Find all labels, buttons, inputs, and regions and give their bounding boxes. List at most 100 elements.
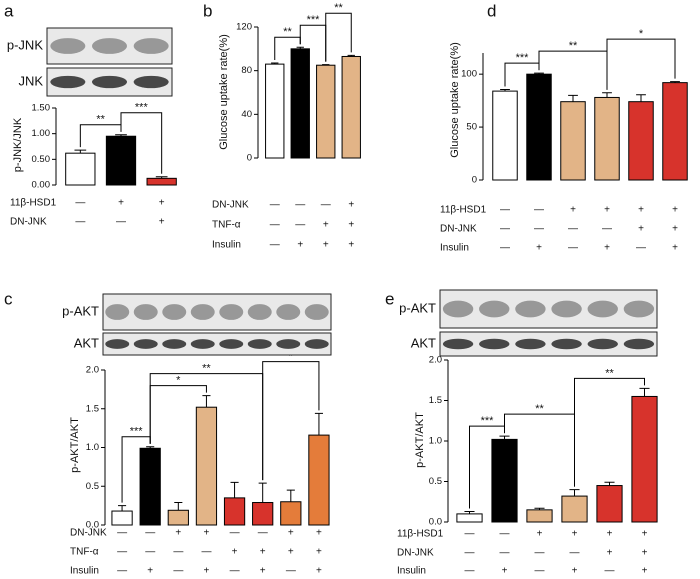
blot-band <box>105 339 130 349</box>
blot-band <box>442 338 474 350</box>
condition-mark: — <box>500 224 510 235</box>
condition-mark: + <box>607 548 613 559</box>
significance-label: ** <box>569 40 578 52</box>
blot-band <box>133 38 169 54</box>
significance-label: *** <box>130 426 144 438</box>
condition-mark: — <box>500 548 510 559</box>
panel-label: c <box>4 289 13 308</box>
condition-mark: — <box>602 224 612 235</box>
condition-mark: — <box>500 205 510 216</box>
bar <box>341 55 361 159</box>
error-bar <box>534 507 545 510</box>
condition-mark: — <box>75 217 85 228</box>
blot-band <box>219 304 244 320</box>
error-bar <box>286 489 295 502</box>
condition-mark: + <box>316 566 322 577</box>
blot-band <box>162 304 187 320</box>
blot-frame <box>102 332 332 356</box>
condition-mark: + <box>638 205 644 216</box>
condition-mark: — <box>295 220 305 231</box>
condition-mark: — <box>535 566 545 577</box>
condition-mark: + <box>348 200 354 211</box>
bar <box>111 510 133 526</box>
condition-mark: + <box>642 529 648 540</box>
condition-mark: + <box>672 205 678 216</box>
condition-name: TNF-α <box>212 220 241 231</box>
significance-bracket <box>574 377 645 487</box>
condition-mark: — <box>465 548 475 559</box>
blot-band <box>133 304 158 320</box>
condition-name: DN-JNK <box>10 217 47 228</box>
y-axis-label: p-AKT/AKT <box>69 417 81 473</box>
condition-mark: + <box>572 529 578 540</box>
significance-label: * <box>176 374 181 386</box>
condition-mark: + <box>204 528 210 539</box>
condition-mark: + <box>642 548 648 559</box>
significance-label: ** <box>535 403 544 415</box>
y-tick-label: 0.0 <box>86 520 99 531</box>
condition-name: DN-JNK <box>70 528 107 539</box>
bar <box>252 502 274 526</box>
blot-label: AKT <box>74 335 99 350</box>
y-tick-label: 1.5 <box>429 395 442 406</box>
condition-mark: — <box>500 243 510 254</box>
y-tick-label: 100 <box>461 69 477 80</box>
bar <box>596 485 623 523</box>
error-bar <box>464 510 475 514</box>
condition-mark: — <box>230 566 240 577</box>
error-bar <box>258 482 267 503</box>
blot-band <box>133 75 169 89</box>
condition-mark: + <box>642 566 648 577</box>
y-tick-label: 1.50 <box>32 103 51 114</box>
significance-label: ** <box>202 362 211 374</box>
condition-name: 11β-HSD1 <box>440 205 487 216</box>
condition-name: TNF-α <box>70 547 99 558</box>
condition-mark: — <box>568 243 578 254</box>
y-tick-label: 2.0 <box>86 365 99 376</box>
blot-band <box>442 300 474 318</box>
blot-band <box>551 338 582 350</box>
blot-band <box>479 300 510 318</box>
error-bar <box>322 64 330 66</box>
condition-mark: + <box>260 566 266 577</box>
blot-band <box>587 338 618 350</box>
condition-mark: — <box>534 205 544 216</box>
blot-band <box>551 300 582 318</box>
condition-mark: — <box>117 528 127 539</box>
blot-band <box>190 339 215 349</box>
significance-label: ** <box>605 367 614 379</box>
y-axis-label: p-JNK/JNK <box>12 117 24 172</box>
condition-mark: — <box>145 528 155 539</box>
y-tick-label: 0 <box>247 153 252 164</box>
y-tick-label: 120 <box>236 22 252 33</box>
condition-mark: + <box>147 566 153 577</box>
bar <box>167 509 189 526</box>
blot-band <box>92 75 127 89</box>
condition-mark: + <box>604 205 610 216</box>
significance-bracket <box>262 361 320 481</box>
blot-band <box>247 304 272 320</box>
error-bar <box>639 387 650 397</box>
y-tick-label: 0.0 <box>429 517 442 528</box>
condition-name: Insulin <box>440 243 469 254</box>
condition-mark: — <box>201 547 211 558</box>
blot-label: JNK <box>18 73 43 88</box>
significance-label: * <box>639 28 644 40</box>
condition-mark: + <box>175 528 181 539</box>
condition-mark: + <box>323 240 329 251</box>
blot-band <box>587 300 618 318</box>
error-bar <box>670 81 680 83</box>
y-axis-label: p-AKT/AKT <box>414 412 426 468</box>
condition-mark: — <box>173 566 183 577</box>
y-tick-label: 0.50 <box>32 154 51 165</box>
y-tick-label: 0 <box>472 175 477 186</box>
y-tick-label: 2.0 <box>429 355 442 366</box>
condition-name: DN-JNK <box>212 200 249 211</box>
bar <box>139 447 161 526</box>
error-bar <box>115 134 127 137</box>
condition-name: 11β-HSD1 <box>397 529 444 540</box>
condition-mark: — <box>270 200 280 211</box>
condition-mark: + <box>537 529 543 540</box>
error-bar <box>636 94 646 102</box>
